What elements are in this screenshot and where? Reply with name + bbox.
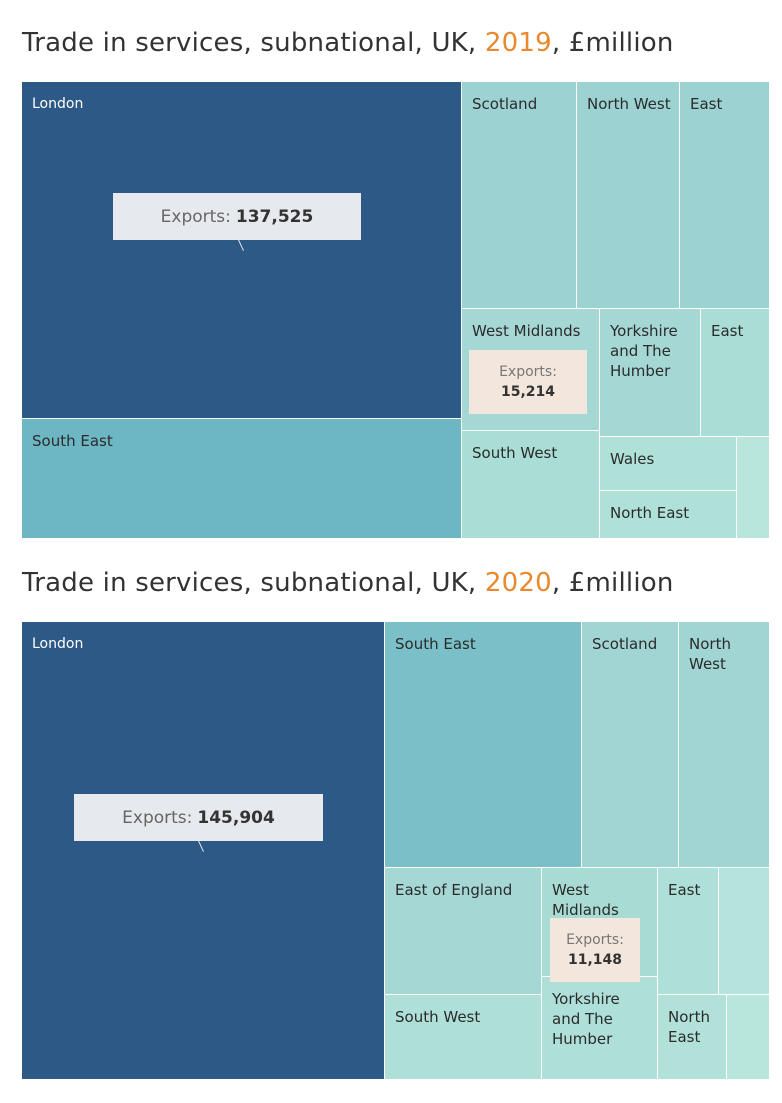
callout-value: 145,904 <box>197 807 275 828</box>
treemap-tile[interactable] <box>737 437 770 539</box>
treemap-tile[interactable] <box>727 995 770 1080</box>
callout-value: 11,148 <box>567 952 623 968</box>
title-suffix: , £million <box>551 568 674 598</box>
tile-label: North West <box>587 95 671 113</box>
tile-label: West Midlands <box>552 881 619 919</box>
tile-label: Yorkshire and The Humber <box>610 322 678 380</box>
callout-value: 137,525 <box>235 206 314 227</box>
tile-label: Yorkshire and The Humber <box>552 990 620 1048</box>
treemap-2020: London South East Scotland North West East o… <box>22 622 770 1080</box>
callout-label: Exports: <box>122 807 193 828</box>
tile-label: South East <box>32 432 113 450</box>
tile-label: East <box>711 322 744 340</box>
chart-title-2020: Trade in services, subnational, UK, 2020… <box>22 568 674 598</box>
treemap-tile[interactable]: Scotland <box>462 82 577 309</box>
treemap-tile[interactable]: South West <box>462 431 600 539</box>
exports-callout: Exports: 15,214 <box>469 350 587 414</box>
callout-label: Exports: <box>499 364 557 380</box>
tile-label: West Midlands <box>472 322 581 340</box>
tile-label: London <box>32 636 84 652</box>
tile-label: London <box>32 96 84 112</box>
treemap-tile[interactable]: Scotland <box>582 622 679 868</box>
treemap-tile[interactable]: North West <box>679 622 770 868</box>
chart-title-2019: Trade in services, subnational, UK, 2019… <box>22 28 674 58</box>
treemap-tile[interactable]: North East <box>600 491 737 539</box>
callout-value: 15,214 <box>500 384 556 400</box>
title-prefix: Trade in services, subnational, UK, <box>22 28 485 58</box>
tile-label: East of England <box>395 881 513 899</box>
treemap-tile[interactable]: Wales <box>600 437 737 491</box>
treemap-tile[interactable]: South East <box>385 622 582 868</box>
tile-label: South East <box>395 635 476 653</box>
tile-label: North East <box>668 1008 710 1046</box>
treemap-tile[interactable] <box>719 868 770 995</box>
exports-callout: Exports: 11,148 <box>550 918 640 982</box>
exports-callout: Exports: 145,904 <box>74 794 323 841</box>
tile-label: South West <box>472 444 558 462</box>
treemap-tile[interactable]: East <box>701 309 770 437</box>
treemap-tile[interactable]: East <box>680 82 770 309</box>
tile-label: Scotland <box>592 635 658 653</box>
treemap-tile[interactable]: East <box>658 868 719 995</box>
treemap-tile[interactable]: Yorkshire and The Humber <box>600 309 701 437</box>
exports-callout: Exports: 137,525 <box>113 193 361 240</box>
treemap-tile[interactable]: South West <box>385 995 542 1080</box>
tile-label: Wales <box>610 450 655 468</box>
treemap-tile[interactable]: South East <box>22 419 462 539</box>
tile-label: East <box>690 95 723 113</box>
treemap-tile[interactable]: North East <box>658 995 727 1080</box>
title-prefix: Trade in services, subnational, UK, <box>22 568 485 598</box>
title-suffix: , £million <box>551 28 674 58</box>
tile-label: Scotland <box>472 95 538 113</box>
tile-label: East <box>668 881 701 899</box>
treemap-2019: London South East Scotland North West East We… <box>22 82 770 539</box>
tile-label: South West <box>395 1008 481 1026</box>
treemap-tile[interactable]: North West <box>577 82 680 309</box>
treemap-tile[interactable]: East of England <box>385 868 542 995</box>
treemap-tile[interactable]: Yorkshire and The Humber <box>542 977 658 1080</box>
title-year: 2020 <box>484 568 552 598</box>
tile-label: North East <box>610 504 690 522</box>
callout-label: Exports: <box>160 206 231 227</box>
title-year: 2019 <box>484 28 552 58</box>
tile-label: North West <box>689 635 731 673</box>
callout-label: Exports: <box>566 932 624 948</box>
